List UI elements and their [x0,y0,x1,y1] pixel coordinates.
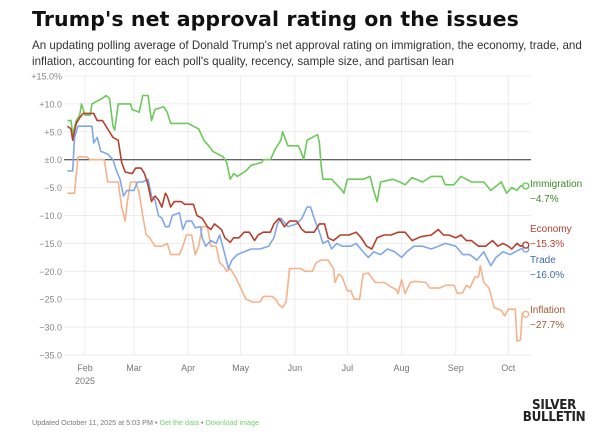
series-endpoint-inflation [522,310,530,318]
series-value-immigration: −4.7% [530,194,559,205]
series-value-economy: −15.3% [530,239,564,250]
x-tick-label: Apr [181,363,195,373]
series-label-trade: Trade [530,255,556,266]
y-tick-label: −10.0 [39,211,62,221]
silver-bulletin-logo: SILVER BULLETIN [520,398,588,425]
x-tick-label: Feb [77,363,93,373]
logo-line-1: SILVER [532,398,577,413]
x-tick-label: Aug [394,363,410,373]
series-label-immigration: Immigration [530,179,582,190]
series-line-economy [67,112,526,250]
y-tick-label: +5.0 [44,127,62,137]
series-line-inflation [67,156,527,342]
page-subtitle: An updating polling average of Donald Tr… [32,39,582,68]
series-value-inflation: −27.7% [530,320,564,331]
download-image-link[interactable]: Download image [205,418,260,427]
series-value-trade: −16.0% [530,270,564,281]
footer-separator: • [154,418,158,427]
series-label-economy: Economy [530,224,572,235]
y-tick-label: −20.0 [39,267,62,277]
x-tick-label: May [232,363,250,373]
footer-separator: • [201,418,204,427]
get-data-link[interactable]: Get the data [159,418,200,427]
series-endpoint-economy [522,241,530,249]
y-tick-label: −25.0 [39,295,62,305]
x-tick-label: Sep [448,363,464,373]
x-tick-year-label: 2025 [75,376,95,386]
series-line-trade [67,125,526,270]
series-label-inflation: Inflation [530,305,565,316]
series-line-immigration [67,94,526,203]
y-tick-label: −30.0 [39,323,62,333]
x-tick-label: Oct [501,363,516,373]
y-tick-label: −15.0 [39,239,62,249]
y-tick-label: +15.0% [31,72,62,82]
x-tick-label: Jun [288,363,303,373]
series-endpoint-immigration [522,182,530,190]
x-tick-label: Mar [126,363,142,373]
x-tick-label: Jul [342,363,354,373]
y-tick-label: −35.0 [39,351,62,361]
footer: Updated October 11, 2025 at 5:03 PM • Ge… [32,418,259,427]
logo-line-2: BULLETIN [522,410,586,425]
y-tick-label: +10.0 [39,99,62,109]
y-tick-label: ±0.0 [45,155,62,165]
y-tick-label: −5.0 [44,183,62,193]
page-title: Trump's net approval rating on the issue… [32,7,519,31]
updated-timestamp: Updated October 11, 2025 at 5:03 PM [32,418,153,427]
